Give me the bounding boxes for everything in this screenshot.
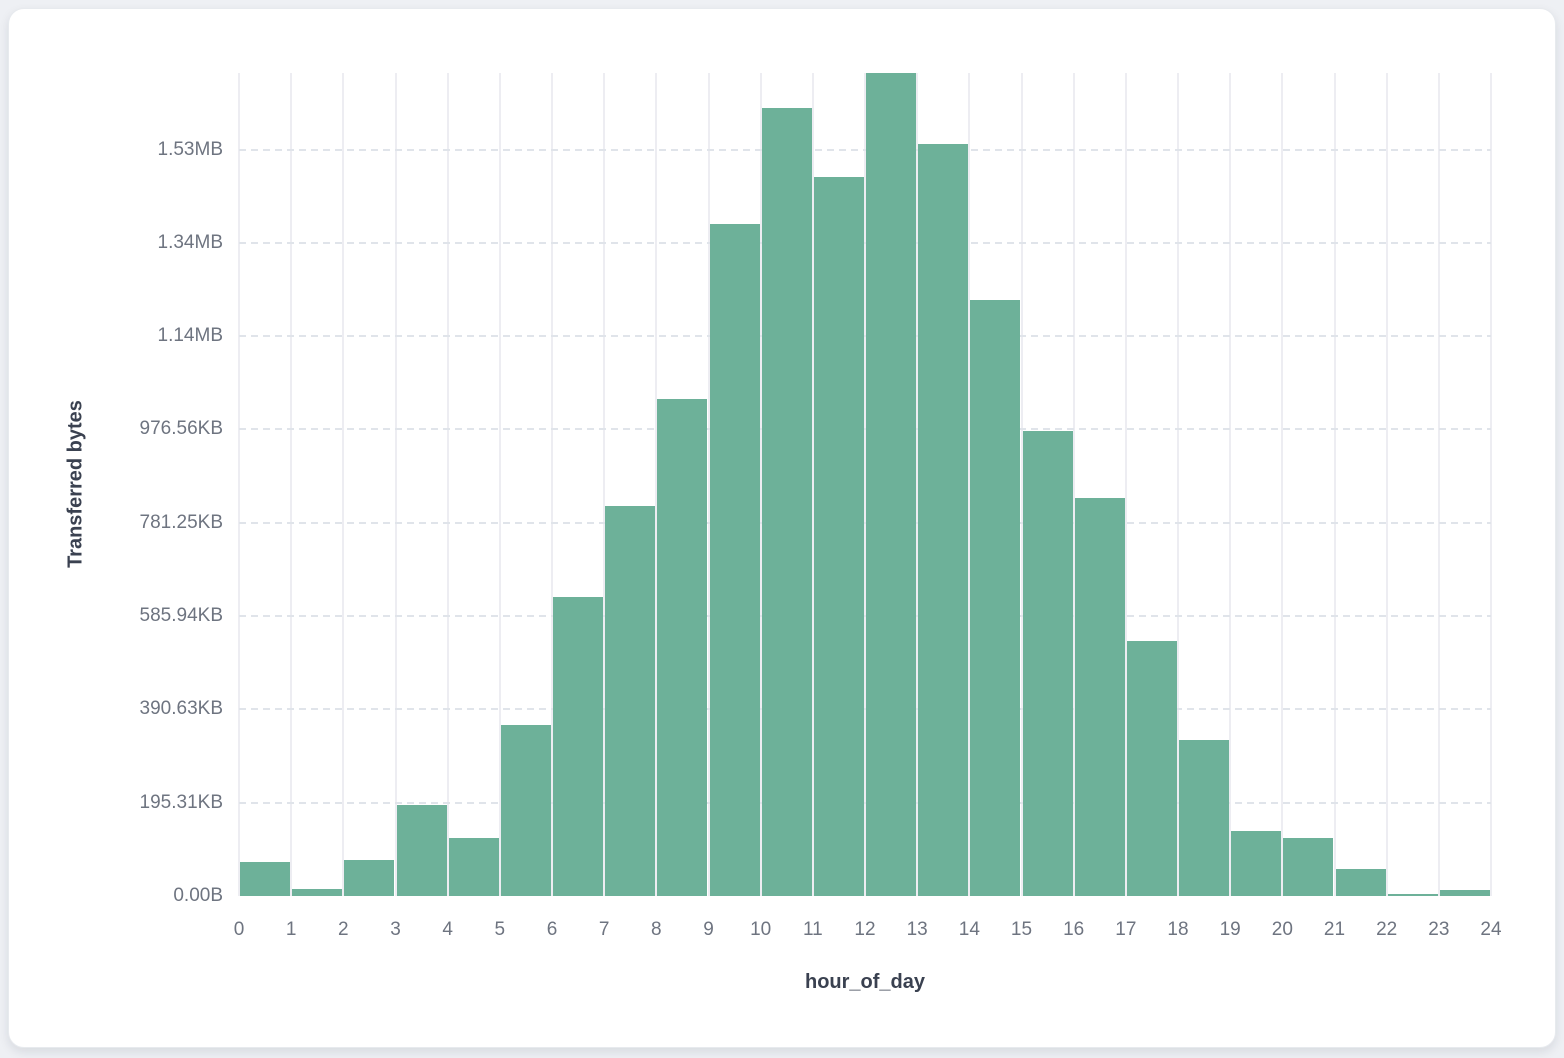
gridline-vertical — [1281, 73, 1284, 896]
gridline-vertical — [551, 73, 553, 896]
y-tick-label: 585.94KB — [139, 605, 223, 627]
gridline-vertical — [394, 73, 397, 896]
gridline-vertical — [238, 73, 240, 896]
gridline-vertical — [759, 73, 762, 896]
histogram-bar-hour-21 — [1335, 868, 1386, 896]
histogram-bar-hour-5 — [500, 725, 551, 896]
histogram-bar-hour-10 — [761, 107, 812, 896]
x-tick-label: 20 — [1271, 919, 1293, 940]
gridline-horizontal — [239, 241, 1491, 244]
histogram-bar-hour-13 — [918, 143, 969, 896]
gridline-vertical — [446, 73, 449, 896]
y-tick-label: 976.56KB — [139, 418, 223, 440]
gridline-vertical — [968, 73, 971, 896]
x-tick-label: 1 — [285, 919, 297, 940]
histogram-bar-hour-12 — [866, 73, 917, 896]
histogram-bar-hour-0 — [240, 861, 291, 896]
histogram-bar-hour-16 — [1074, 497, 1125, 896]
histogram-chart: Transferred bytes 0.00B 195.31KB 390.63KB 5… — [9, 9, 1555, 1047]
gridline-vertical — [655, 73, 658, 896]
gridline-horizontal — [239, 801, 1491, 804]
histogram-bar-hour-15 — [1022, 431, 1073, 896]
y-tick-label: 781.25KB — [139, 511, 223, 533]
x-tick-label: 14 — [958, 919, 980, 940]
x-tick-label: 17 — [1115, 919, 1137, 940]
chart-card: Transferred bytes 0.00B 195.31KB 390.63KB 5… — [8, 8, 1556, 1048]
histogram-bar-hour-6 — [553, 597, 604, 896]
x-tick-label: 23 — [1428, 919, 1450, 940]
x-tick-label: 21 — [1323, 919, 1346, 940]
gridline-vertical — [1124, 73, 1127, 896]
x-tick-label: 18 — [1167, 919, 1189, 940]
histogram-bar-hour-18 — [1179, 740, 1230, 896]
x-tick-label: 13 — [906, 919, 928, 940]
histogram-bar-hour-20 — [1283, 838, 1334, 896]
y-tick-label: 195.31KB — [139, 791, 223, 813]
x-tick-label: 22 — [1376, 919, 1398, 940]
gridline-vertical — [498, 73, 501, 896]
histogram-bar-hour-8 — [657, 398, 708, 896]
gridline-vertical — [811, 73, 814, 896]
gridline-vertical — [864, 73, 866, 896]
y-tick-label: 1.53MB — [157, 138, 223, 160]
x-tick-label: 4 — [442, 919, 453, 940]
gridline-vertical — [603, 73, 606, 896]
x-tick-label: 2 — [338, 919, 349, 940]
histogram-bar-hour-7 — [605, 505, 656, 896]
histogram-bar-hour-22 — [1387, 894, 1438, 896]
histogram-bar-hour-19 — [1231, 831, 1282, 896]
gridline-horizontal — [239, 335, 1491, 338]
x-tick-label: 16 — [1063, 919, 1085, 940]
histogram-bar-hour-1 — [292, 889, 343, 896]
x-tick-label: 11 — [802, 919, 823, 940]
gridline-vertical — [1437, 73, 1440, 896]
y-tick-label: 0.00B — [173, 885, 223, 906]
gridline-vertical — [342, 73, 345, 896]
gridline-vertical — [1020, 73, 1023, 896]
gridline-horizontal — [239, 428, 1491, 431]
gridline-horizontal — [239, 148, 1491, 151]
x-tick-label: 8 — [651, 919, 662, 940]
histogram-bar-hour-4 — [448, 838, 499, 896]
x-tick-label: 10 — [750, 919, 772, 940]
gridline-horizontal — [239, 521, 1491, 524]
gridline-vertical — [707, 73, 710, 896]
x-tick-label: 5 — [494, 919, 506, 940]
x-tick-label: 12 — [854, 919, 876, 940]
x-tick-label: 9 — [703, 919, 714, 940]
gridline-vertical — [1490, 73, 1492, 896]
plot-area — [238, 73, 1492, 896]
gridline-vertical — [916, 73, 919, 896]
histogram-bar-hour-2 — [344, 860, 395, 896]
x-tick-label: 6 — [546, 919, 558, 940]
y-tick-label: 390.63KB — [139, 698, 223, 720]
gridline-vertical — [1229, 73, 1232, 896]
x-tick-label: 0 — [233, 919, 245, 940]
x-tick-label: 19 — [1219, 919, 1241, 940]
x-tick-label: 7 — [598, 919, 610, 940]
histogram-bar-hour-9 — [709, 223, 760, 896]
x-axis-tick-labels: 0 1 2 3 4 5 6 7 8 9 10 11 12 13 14 15 16 17 18 19 20 21 22 23 24 — [234, 919, 1502, 949]
gridline-vertical — [1072, 73, 1075, 896]
histogram-bar-hour-23 — [1439, 889, 1490, 896]
x-tick-label: 3 — [390, 919, 401, 940]
histogram-bar-hour-3 — [396, 805, 447, 896]
gridline-vertical — [1177, 73, 1179, 896]
gridline-horizontal — [239, 708, 1491, 711]
x-tick-label: 15 — [1010, 919, 1033, 940]
gridline-vertical — [290, 73, 293, 896]
histogram-bar-hour-17 — [1126, 641, 1177, 896]
gridline-horizontal — [239, 615, 1491, 618]
y-axis-tick-labels: 0.00B 195.31KB 390.63KB 585.94KB 781.25KB 976… — [9, 73, 223, 907]
x-axis-title: hour_of_day — [804, 971, 926, 993]
x-tick-label: 24 — [1480, 919, 1502, 940]
y-tick-label: 1.14MB — [157, 325, 223, 347]
histogram-bar-hour-11 — [813, 176, 864, 896]
gridline-vertical — [1333, 73, 1336, 896]
histogram-bar-hour-14 — [970, 299, 1021, 896]
y-tick-label: 1.34MB — [157, 231, 223, 253]
gridline-vertical — [1385, 73, 1388, 896]
